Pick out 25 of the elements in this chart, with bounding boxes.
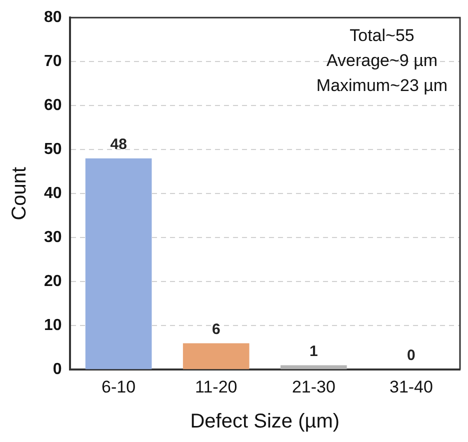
annotation: Maximum~23 µm (316, 76, 448, 95)
x-tick-label: 31-40 (389, 377, 433, 396)
y-tick-label: 30 (44, 229, 62, 246)
bar (182, 343, 250, 370)
data-label: 0 (407, 347, 416, 364)
annotation: Average~9 µm (326, 50, 438, 70)
y-tick-label: 50 (44, 141, 62, 158)
bar (280, 365, 347, 370)
x-tick-label: 21-30 (292, 377, 336, 396)
y-tick-label: 70 (44, 53, 62, 70)
bar (85, 158, 152, 370)
y-tick-label: 20 (44, 273, 62, 290)
data-label: 6 (212, 320, 220, 338)
y-tick-label: 40 (44, 185, 62, 202)
x-tick-label: 11-20 (195, 377, 238, 396)
data-label: 48 (110, 136, 127, 154)
x-axis-title: Defect Size (µm) (190, 410, 340, 433)
data-label: 1 (310, 342, 318, 360)
y-tick-label: 80 (44, 9, 62, 26)
x-tick-label: 6-10 (102, 377, 136, 396)
y-tick-label: 60 (44, 97, 62, 114)
annotation: Total~55 (350, 26, 414, 45)
y-tick-label: 10 (44, 317, 62, 334)
y-axis-title: Count (8, 166, 31, 220)
y-tick-label: 0 (52, 361, 62, 378)
